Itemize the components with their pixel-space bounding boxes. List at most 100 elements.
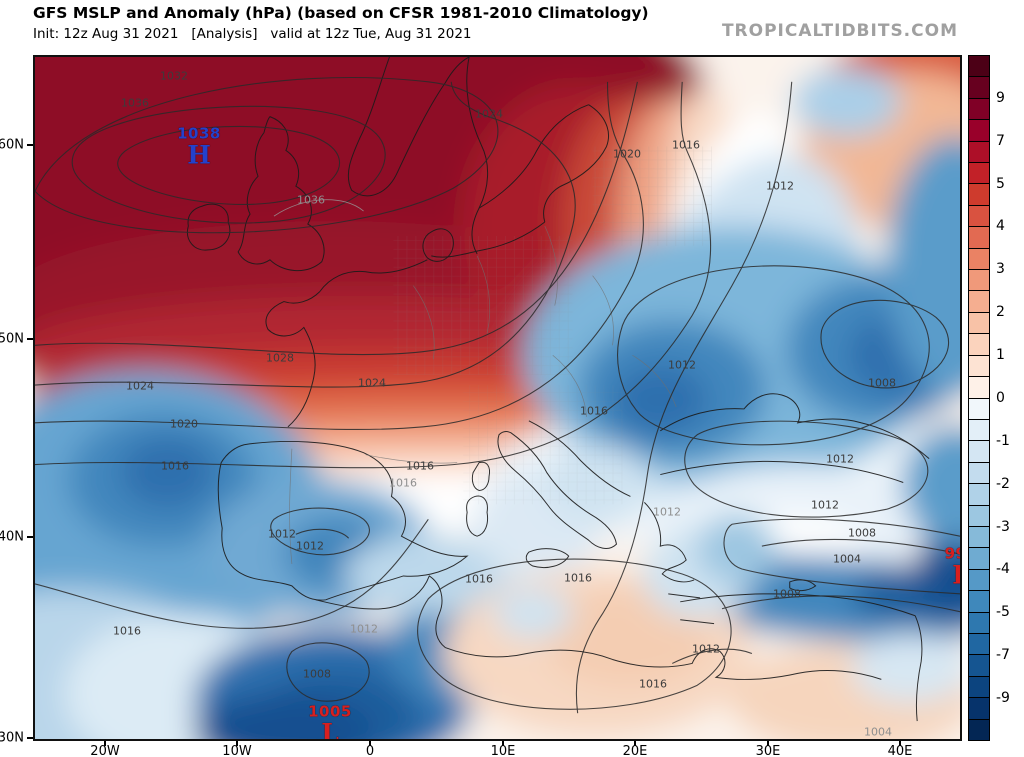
lon-label: 40E [887, 744, 913, 757]
anomaly-shading [35, 57, 960, 739]
isobar-1008-morocco [286, 642, 370, 702]
colorbar-cell [969, 505, 989, 527]
colorbar-cell [969, 77, 989, 99]
lat-tick [27, 144, 33, 146]
colorbar-tick-label: 5 [996, 176, 1005, 192]
colorbar-tick-label: -7 [996, 647, 1010, 663]
colorbar-tick-label: 2 [996, 304, 1005, 320]
lat-tick [27, 737, 33, 739]
colorbar-cell [969, 484, 989, 506]
isobar-1016-med [417, 558, 732, 710]
lon-label: 0 [365, 744, 375, 757]
lon-tick [634, 741, 636, 746]
colorbar-tick-label: 4 [996, 218, 1005, 234]
colorbar-tick-labels: 9 7 5 4 3 2 1 0 -1 -2 -3 -4 -5 -7 -9 [994, 55, 1024, 741]
isobar-1016-atlantic [35, 518, 429, 629]
isobars-muted [273, 199, 364, 217]
colorbar-cell [969, 612, 989, 634]
country-borders [289, 225, 677, 565]
lon-tick [369, 741, 371, 746]
colorbar-cell [969, 248, 989, 271]
colorbar-tick-label: -4 [996, 561, 1010, 577]
lat-label: 40N [0, 529, 24, 545]
colorbar-cell [969, 419, 989, 442]
lat-tick [27, 536, 33, 538]
colorbar-tick-label: -3 [996, 519, 1010, 535]
colorbar-cell [969, 548, 989, 570]
colorbar-tick-label: -1 [996, 433, 1010, 449]
lon-label: 10W [222, 744, 252, 757]
colorbar-cell [969, 184, 989, 206]
colorbar-cell [969, 355, 989, 378]
colorbar-cell [969, 270, 989, 292]
colorbar-cell [969, 227, 989, 249]
colorbar-cell [969, 676, 989, 699]
colorbar-cell [969, 334, 989, 356]
page-title: GFS MSLP and Anomaly (hPa) (based on CFS… [33, 4, 649, 22]
colorbar-cell [969, 205, 989, 228]
colorbar-tick-label: -5 [996, 604, 1010, 620]
isobar-1008-turkey [723, 518, 960, 595]
colorbar-cell [969, 141, 989, 164]
colorbar-cell [969, 398, 989, 420]
isobar-1008-south [721, 595, 960, 613]
isobar-1032 [35, 77, 499, 234]
isobar-1012-east-low [617, 265, 930, 446]
watermark: TROPICALTIDBITS.COM [721, 21, 958, 41]
isobar-1012-iberia-2 [295, 528, 350, 539]
isobar-1036 [71, 105, 386, 224]
colorbar-tick-label: -2 [996, 476, 1010, 492]
lat-axis: 60N 50N 40N 30N [0, 55, 33, 746]
isobar-1024 [35, 81, 576, 388]
isobar-1012-iberia [270, 507, 370, 556]
lon-label: 20E [622, 744, 648, 757]
colorbar-cell [969, 526, 989, 549]
lon-axis: 20W 10W 0 10E 20E 30E 40E [33, 741, 962, 757]
colorbar-cell [969, 312, 989, 335]
lon-tick [899, 741, 901, 746]
colorbar-cell [969, 441, 989, 463]
isobars [35, 77, 960, 714]
colorbar-cell [969, 462, 989, 485]
colorbar-cell [969, 698, 989, 720]
anomaly-map-canvas [35, 57, 960, 739]
lon-tick [767, 741, 769, 746]
isobar-1016 [35, 81, 712, 469]
colorbar-tick-label: -9 [996, 690, 1010, 706]
colorbar-cell [969, 377, 989, 399]
isobar-1028 [35, 81, 638, 356]
colorbar-cell [969, 56, 989, 78]
lon-tick [502, 741, 504, 746]
lon-label: 10E [490, 744, 516, 757]
lon-label: 30E [755, 744, 781, 757]
lat-label: 50N [0, 331, 24, 347]
lat-tick [27, 338, 33, 340]
map-frame: 1032 1036 1036 1024 1020 1016 1012 1028 1024 1024… [33, 55, 962, 741]
colorbar-cell [969, 719, 989, 740]
isobar-1012-med [671, 648, 753, 664]
colorbar-cell [969, 655, 989, 677]
lon-tick [104, 741, 106, 746]
colorbar-cell [969, 569, 989, 592]
colorbar-cell [969, 291, 989, 313]
colorbar-tick-label: 1 [996, 347, 1005, 363]
colorbar-cell [969, 591, 989, 613]
colorbar-tick-label: 7 [996, 133, 1005, 149]
isobar-1012 [575, 81, 793, 714]
lon-tick [236, 741, 238, 746]
lon-label: 20W [90, 744, 120, 757]
isobar-1036-muted [273, 199, 364, 217]
colorbar-tick-label: 9 [996, 90, 1005, 106]
colorbar-tick-label: 3 [996, 261, 1005, 277]
isobar-1012-blacksea [684, 420, 929, 518]
colorbar-cell [969, 163, 989, 185]
colorbar [968, 55, 990, 741]
colorbar-tick-label: 0 [996, 390, 1005, 406]
init-valid-line: Init: 12z Aug 31 2021 [Analysis] valid a… [33, 26, 472, 42]
isobar-1008-east-low [820, 299, 950, 389]
isobar-1004-turkey [761, 538, 960, 555]
lat-label: 60N [0, 137, 24, 153]
colorbar-cell [969, 633, 989, 656]
colorbar-cell [969, 98, 989, 121]
